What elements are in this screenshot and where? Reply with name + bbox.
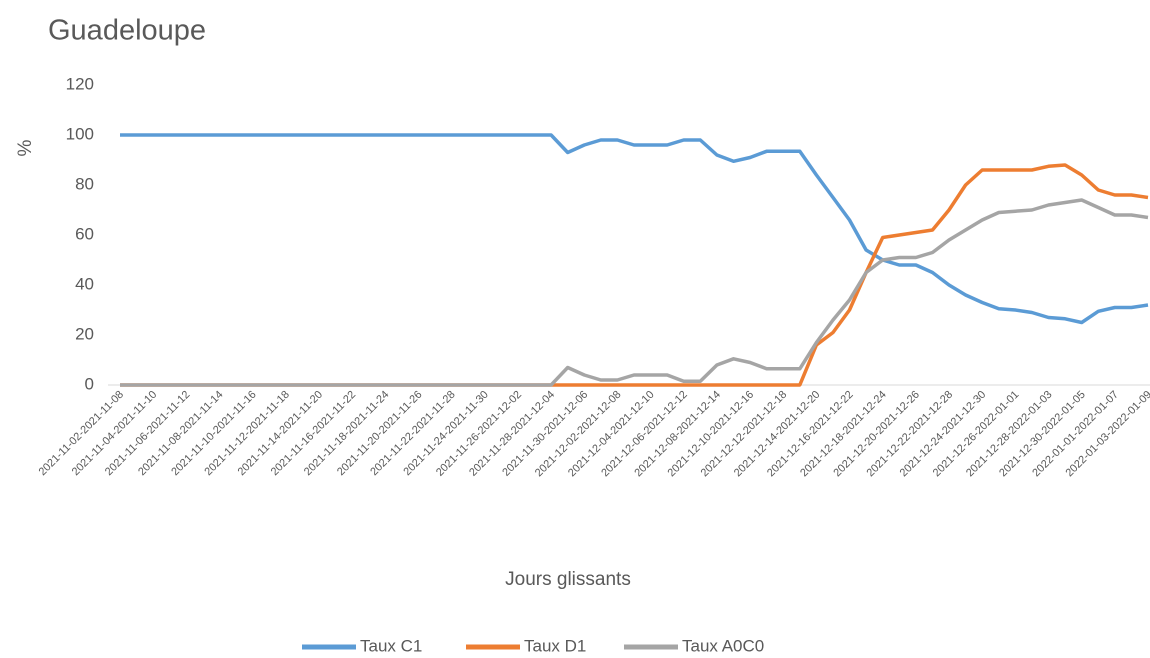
x-axis-label: Jours glissants xyxy=(505,569,631,590)
series-line xyxy=(120,163,1149,387)
series-line xyxy=(120,133,1149,325)
y-tick-label: 60 xyxy=(75,224,94,243)
series-line xyxy=(120,198,1149,387)
y-tick-label: 80 xyxy=(75,174,94,193)
y-tick-label: 120 xyxy=(66,74,94,93)
legend-label: Taux A0C0 xyxy=(682,636,764,655)
y-tick-label: 100 xyxy=(66,124,94,143)
legend-label: Taux D1 xyxy=(524,636,586,655)
chart-title: Guadeloupe xyxy=(48,15,206,47)
y-tick-label: 0 xyxy=(85,374,94,393)
y-tick-label: 20 xyxy=(75,324,94,343)
legend-label: Taux C1 xyxy=(360,636,422,655)
y-axis-label: % xyxy=(15,139,36,156)
y-tick-label: 40 xyxy=(75,274,94,293)
